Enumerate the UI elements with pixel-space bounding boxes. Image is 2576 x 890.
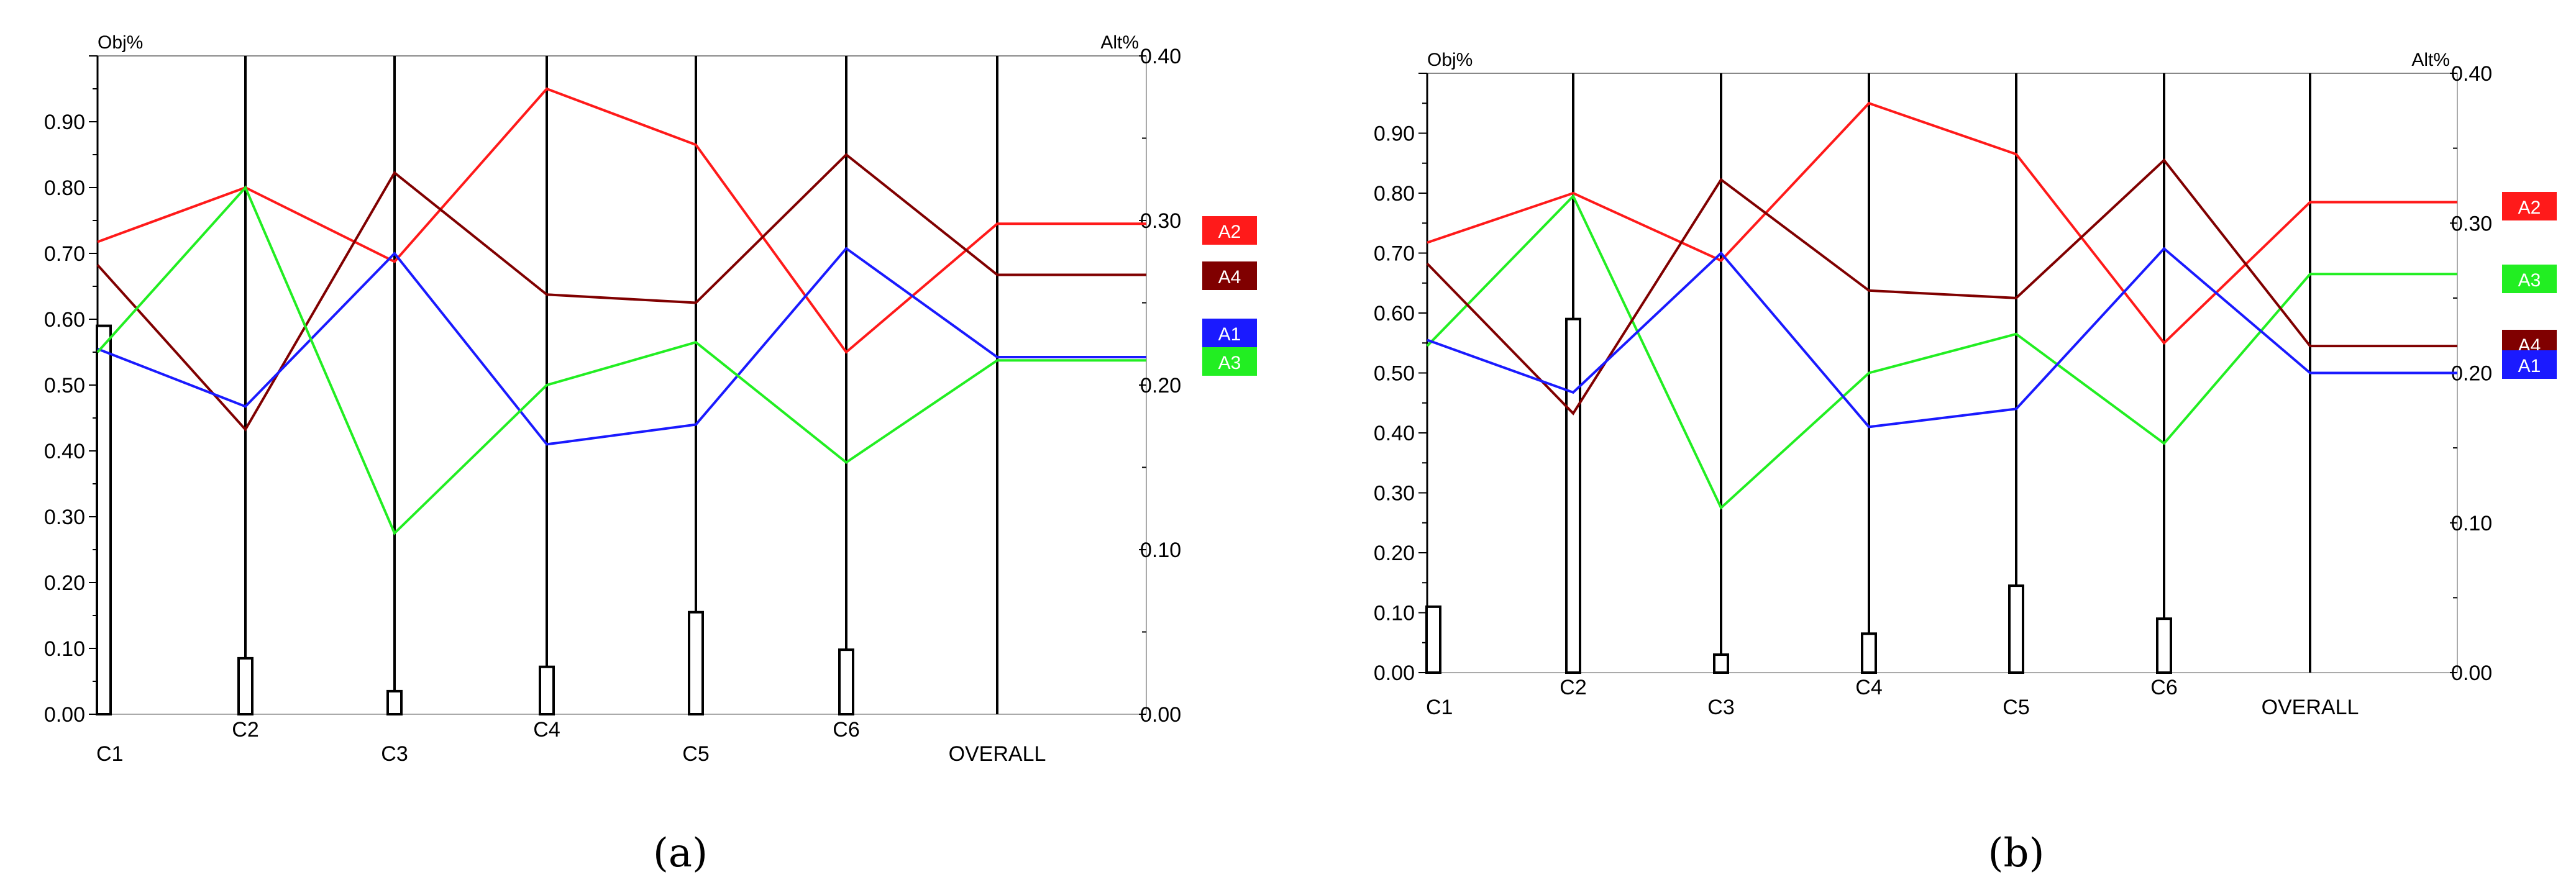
criterion-label: C1 [96,742,123,766]
left-tick-label: 0.60 [44,308,85,332]
criterion-weight-bar [688,611,704,716]
legend-badge-a2 [1202,216,1257,245]
criterion-weight-bar [1565,317,1581,674]
legend-label-a4: A4 [1218,267,1241,288]
criterion-label: C5 [2003,696,2029,719]
left-tick-label: 0.10 [1374,602,1415,625]
series-line-a2 [97,87,1146,354]
series-line-a2 [1427,101,2457,345]
criterion-label: OVERALL [2262,696,2359,719]
series-line-a4 [1426,158,2457,415]
legend-label-a3: A3 [1218,353,1241,373]
series-line-a1 [97,247,1146,446]
criterion-label: C6 [2150,676,2177,699]
left-tick-label: 0.40 [1374,422,1415,445]
left-tick-label: 0.70 [44,242,85,266]
legend-badge-a1 [2502,350,2557,379]
criterion-label: C3 [381,742,408,766]
criterion-weight-bar [2008,584,2024,674]
right-tick-label: 0.30 [1140,209,1181,233]
criterion-label: C1 [1426,696,1453,719]
legend-label-a1: A1 [2518,356,2541,376]
series-line-a4 [96,153,1146,432]
criterion-label: C6 [833,718,859,742]
criterion-weight-bar [539,665,555,716]
series-line-a1 [1427,247,2457,429]
left-tick-label: 0.30 [1374,482,1415,506]
left-tick-label: 0.80 [44,176,85,200]
left-tick-label: 0.60 [1374,302,1415,325]
left-tick-label: 0.80 [1374,182,1415,206]
right-tick-label: 0.00 [1140,703,1181,727]
criterion-weight-bar [96,324,112,715]
left-tick-label: 0.20 [1374,542,1415,565]
left-tick-label: 0.20 [44,571,85,595]
criterion-weight-bar [838,648,854,715]
legend-badge-a4 [1202,261,1257,290]
left-tick-label: 0.30 [44,506,85,529]
criterion-label: C4 [1855,676,1882,699]
series-line-a3 [96,185,1146,535]
criterion-label: C5 [682,742,709,766]
left-tick-label: 0.40 [44,440,85,463]
criterion-label: C4 [533,718,560,742]
legend-label-a2: A2 [2518,198,2541,218]
right-tick-label: 0.40 [1140,45,1181,68]
left-tick-label: 0.90 [1374,122,1415,146]
criterion-weight-bar [386,689,403,716]
criterion-weight-bar [1861,632,1877,674]
panel-label: (b) [1988,830,2045,876]
right-tick-label: 0.20 [2451,362,2492,386]
criterion-weight-bar [2156,617,2172,674]
criterion-label: C2 [1560,676,1586,699]
left-tick-label: 0.70 [1374,242,1415,266]
legend-badge-a1 [1202,319,1257,347]
criterion-label: C3 [1707,696,1734,719]
legend-badge-a2 [2502,192,2557,220]
criterion-weight-bar [237,656,253,716]
chart-panel-a: 0.00 0.10 0.20 0.30 0.40 0.50 0.60 0.70 0.80 0.90… [44,32,1257,876]
left-axis-title: Obj% [1427,50,1473,70]
right-tick-label: 0.40 [2451,62,2492,86]
criterion-weight-bar [1713,653,1729,674]
chart-panel-b: 0.00 0.10 0.20 0.30 0.40 0.50 0.60 0.70 0.80 0.90… [1374,50,2557,876]
left-tick-label: 0.00 [1374,661,1415,685]
left-tick-label: 0.90 [44,111,85,134]
left-tick-label: 0.00 [44,703,85,727]
legend-label-a3: A3 [2518,270,2541,291]
left-axis-title: Obj% [98,32,143,53]
left-tick-label: 0.10 [44,637,85,661]
right-tick-label: 0.20 [1140,374,1181,397]
legend-label-a1: A1 [1218,324,1241,345]
criterion-weight-bar [1425,605,1441,674]
legend-label-a2: A2 [1218,222,1241,242]
series-line-a3 [1426,194,2457,510]
left-tick-label: 0.50 [44,374,85,397]
right-axis-title: Alt% [1100,32,1139,53]
right-tick-label: 0.10 [2451,512,2492,535]
right-tick-label: 0.10 [1140,538,1181,562]
left-tick-label: 0.50 [1374,362,1415,386]
legend-badge-a3 [2502,265,2557,293]
right-axis-title: Alt% [2411,50,2450,70]
legend-badge-a3 [1202,347,1257,376]
panel-label: (a) [653,830,708,876]
criterion-label: C2 [232,718,258,742]
right-tick-label: 0.30 [2451,212,2492,235]
criterion-label: OVERALL [949,742,1046,766]
right-tick-label: 0.00 [2451,661,2492,685]
